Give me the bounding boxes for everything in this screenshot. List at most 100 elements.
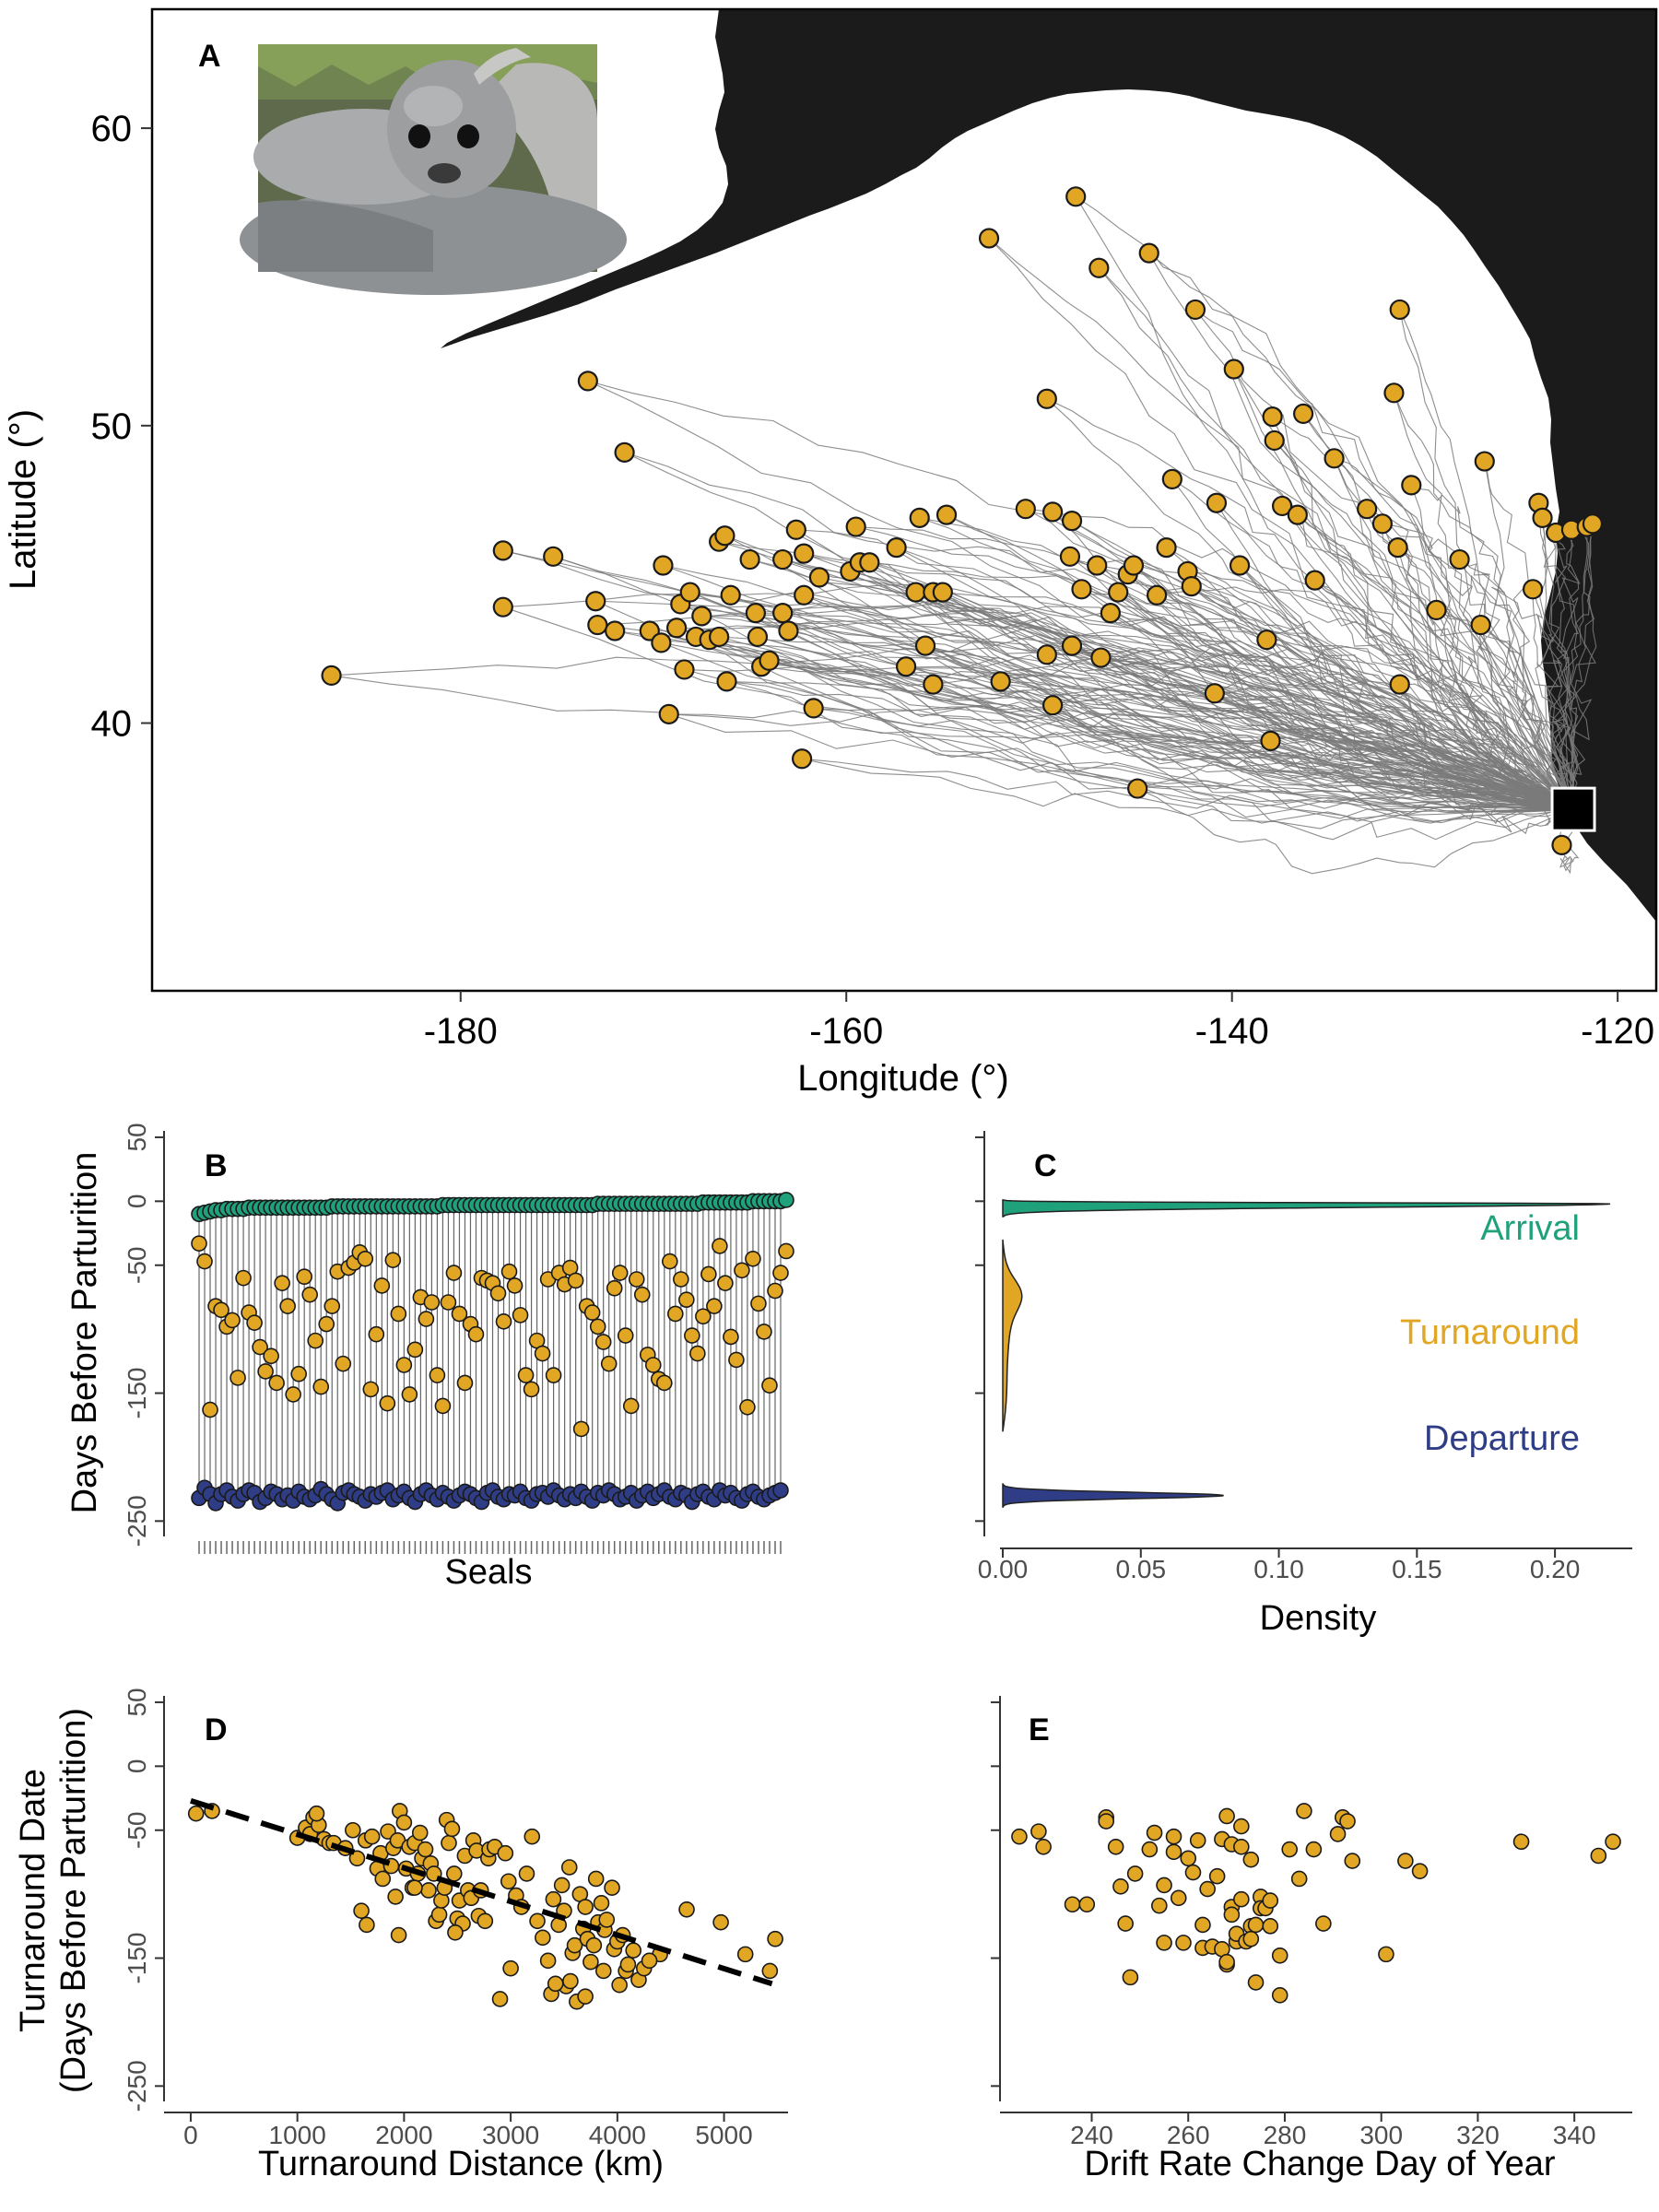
seal-track	[1233, 369, 1574, 810]
turnaround-point	[712, 1913, 729, 1931]
turnaround-point	[859, 552, 880, 573]
panel-d-xtick-label: 2000	[375, 2121, 432, 2149]
panel-d-ytick-label: 0	[123, 1759, 151, 1774]
turnaround-point	[491, 1991, 509, 2007]
turnaround-point	[318, 1315, 335, 1333]
turnaround-point	[492, 540, 513, 561]
turnaround-point	[606, 1279, 623, 1297]
turnaround-point	[443, 1820, 461, 1838]
turnaround-point	[689, 1345, 706, 1362]
turnaround-point	[614, 441, 635, 463]
turnaround-point	[534, 1345, 551, 1362]
seal-track	[680, 604, 1574, 812]
turnaround-point	[321, 665, 342, 687]
turnaround-point	[1165, 1843, 1182, 1861]
turnaround-point	[401, 1386, 418, 1403]
turnaround-point	[1208, 1867, 1226, 1885]
seal-track	[769, 660, 1574, 810]
turnaround-point	[1233, 1818, 1250, 1835]
turnaround-point	[1184, 299, 1206, 321]
panel-e-xtick-label: 320	[1456, 2121, 1500, 2149]
seal-track	[724, 535, 1574, 810]
turnaround-point	[778, 1242, 794, 1260]
turnaround-point	[1036, 388, 1057, 409]
turnaround-point	[886, 537, 907, 559]
turnaround-density	[1002, 1239, 1023, 1432]
panel-c-xtick-label: 0.20	[1530, 1555, 1581, 1583]
turnaround-point	[600, 1355, 618, 1372]
seal-track	[1148, 253, 1574, 810]
arrival-density	[1002, 1199, 1611, 1218]
turnaround-point	[1100, 603, 1121, 624]
turnaround-point	[387, 1888, 404, 1905]
turnaround-point	[700, 1265, 717, 1283]
turnaround-point	[587, 1870, 605, 1888]
turnaround-point	[1247, 1974, 1265, 1991]
turnaround-point	[651, 632, 672, 653]
turnaround-point	[566, 1936, 583, 1954]
turnaround-point	[1223, 1906, 1241, 1924]
turnaround-point	[1126, 1865, 1144, 1882]
turnaround-point	[545, 1890, 562, 1908]
turnaround-point	[1061, 510, 1083, 532]
seal-track	[1559, 809, 1580, 875]
turnaround-point	[577, 1988, 594, 2005]
turnaround-point	[263, 1347, 279, 1365]
panel-a-xlabel: Longitude (°)	[797, 1058, 1008, 1099]
turnaround-point	[379, 1394, 396, 1412]
turnaround-point	[406, 1341, 424, 1359]
seal-track	[1397, 547, 1574, 810]
turnaround-point	[553, 1877, 571, 1894]
turnaround-point	[567, 1272, 584, 1289]
seal-track	[1334, 458, 1574, 810]
turnaround-point	[914, 635, 936, 656]
turnaround-point	[1262, 1918, 1279, 1935]
turnaround-point	[1035, 1838, 1052, 1855]
panel-c-chart: 0.00 0.05 0.10 0.15 0.20 Arrival Turnaround Dep…	[975, 1131, 1632, 1638]
turnaround-point	[1605, 1833, 1621, 1851]
turnaround-point	[734, 1262, 750, 1279]
turnaround-point	[1247, 1916, 1265, 1934]
turnaround-point	[440, 1294, 457, 1311]
turnaround-point	[1061, 635, 1083, 656]
turnaround-point	[1242, 1930, 1260, 1947]
turnaround-point	[1389, 674, 1410, 695]
seal-track	[1166, 547, 1574, 810]
turnaround-point	[653, 555, 674, 576]
turnaround-point	[1090, 647, 1112, 668]
turnaround-point	[678, 1291, 695, 1309]
turnaround-point	[518, 1865, 535, 1882]
turnaround-point	[794, 584, 815, 606]
seal-track	[1239, 565, 1574, 810]
turnaround-point	[373, 1277, 391, 1294]
seal-track	[730, 594, 1574, 810]
turnaround-point	[772, 1265, 789, 1281]
turnaround-point	[390, 1926, 407, 1944]
turnaround-point	[395, 1357, 413, 1373]
panel-a-axes: -180 -160 -140 -120 40 50 60	[91, 109, 1655, 1052]
seal-track	[1266, 639, 1574, 810]
panel-e-xtick-label: 240	[1070, 2121, 1113, 2149]
turnaround-point	[1170, 1889, 1187, 1907]
turnaround-point	[1165, 1828, 1182, 1845]
panel-c-xtick-label: 0.05	[1116, 1555, 1167, 1583]
turnaround-point	[1156, 1877, 1172, 1894]
turnaround-point	[583, 1304, 601, 1321]
turnaround-point	[1015, 499, 1036, 520]
turnaround-point	[495, 1313, 512, 1330]
turnaround-point	[772, 603, 794, 624]
turnaround-point	[1293, 403, 1314, 425]
turnaround-point	[728, 1351, 745, 1369]
turnaround-point	[512, 1307, 529, 1324]
seal-track	[1137, 739, 1574, 810]
turnaround-point	[767, 1282, 783, 1300]
turnaround-point	[523, 1381, 540, 1398]
turnaround-point	[739, 548, 760, 571]
turnaround-point	[517, 1367, 535, 1383]
turnaround-point	[1146, 584, 1168, 606]
turnaround-point	[1522, 579, 1544, 600]
turnaround-point	[1042, 501, 1064, 523]
turnaround-point	[935, 504, 958, 525]
turnaround-point	[420, 1882, 437, 1899]
